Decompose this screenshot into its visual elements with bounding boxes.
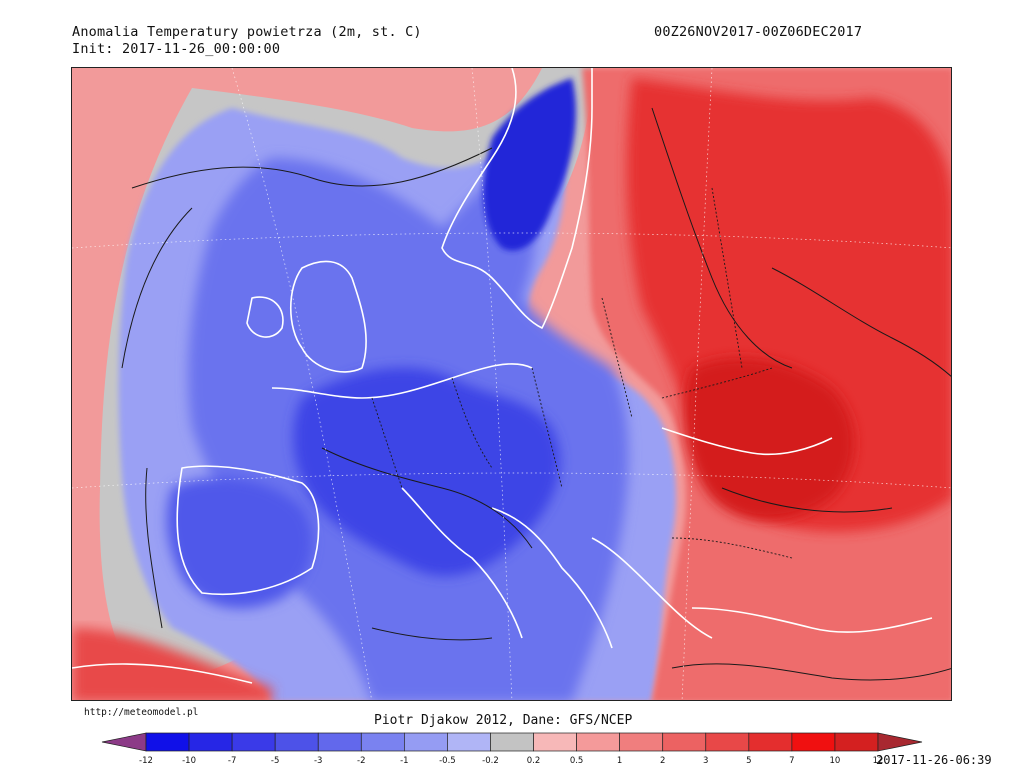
map-title: Anomalia Temperatury powietrza (2m, st. … [72,24,422,40]
colorbar-tick-label: 7 [789,756,794,766]
init-time: Init: 2017-11-26_00:00:00 [72,41,281,57]
colorbar-tick-label: 0.5 [570,756,584,766]
colorbar-tick-label: -2 [357,756,365,766]
colorbar-segment [662,732,707,752]
colorbar-arrow-high [877,732,923,752]
colorbar-segment [490,732,534,752]
colorbar-tick-label: -12 [139,756,153,766]
colorbar-segment [576,732,620,752]
colorbar-segment [231,732,276,752]
colorbar-segment [834,732,879,752]
colorbar-tick-label: 0.2 [527,756,541,766]
coastlines [72,68,933,684]
credit-line: Piotr Djakow 2012, Dane: GFS/NCEP [374,713,633,728]
colorbar-segment [274,732,319,752]
colorbar-tick-label: -5 [271,756,279,766]
colorbar-segment [791,732,836,752]
generation-timestamp: 2017-11-26-06:39 [876,753,992,767]
colorbar-tick-label: -1 [400,756,408,766]
anomaly-colorbar: -12 -10 -7 -5 -3 -2 -1 -0.5 -0.2 0.2 0.5 1 2 3 5 7 10 12 [101,732,923,766]
colorbar-tick-label: 12 [873,756,884,766]
iberia-cold-zone [166,477,313,609]
cold-strong-zone [293,367,561,577]
colorbar-segment [317,732,362,752]
colorbar-segment [705,732,750,752]
colorbar-segment [188,732,233,752]
colorbar-segment [619,732,664,752]
africa-warm-zone [72,628,272,700]
colorbar-segment [533,732,577,752]
colorbar-tick-label: 2 [660,756,665,766]
source-url: http://meteomodel.pl [84,707,199,718]
colorbar-tick-label: -3 [314,756,322,766]
colorbar-tick-label: 3 [703,756,708,766]
anomaly-map [71,67,952,701]
colorbar-segment [145,732,190,752]
anomaly-map-svg [72,68,951,700]
colorbar-tick-label: 10 [830,756,841,766]
colorbar-tick-label: 1 [617,756,622,766]
colorbar-segment [360,732,405,752]
colorbar-segment [748,732,793,752]
borders [371,187,793,559]
scandinavia-cold-core [483,78,576,251]
colorbar-segment [447,732,491,752]
colorbar-tick-label: 5 [746,756,751,766]
colorbar-arrow-low [101,732,147,752]
anomaly-contours [121,107,951,681]
colorbar-tick-label: -0.5 [439,756,456,766]
colorbar-tick-label: -0.2 [482,756,499,766]
forecast-period: 00Z26NOV2017-00Z06DEC2017 [654,24,863,40]
colorbar-segment [404,732,448,752]
colorbar-tick-label: -7 [228,756,236,766]
ukraine-extreme-warm [684,357,855,521]
colorbar-tick-label: -10 [182,756,196,766]
